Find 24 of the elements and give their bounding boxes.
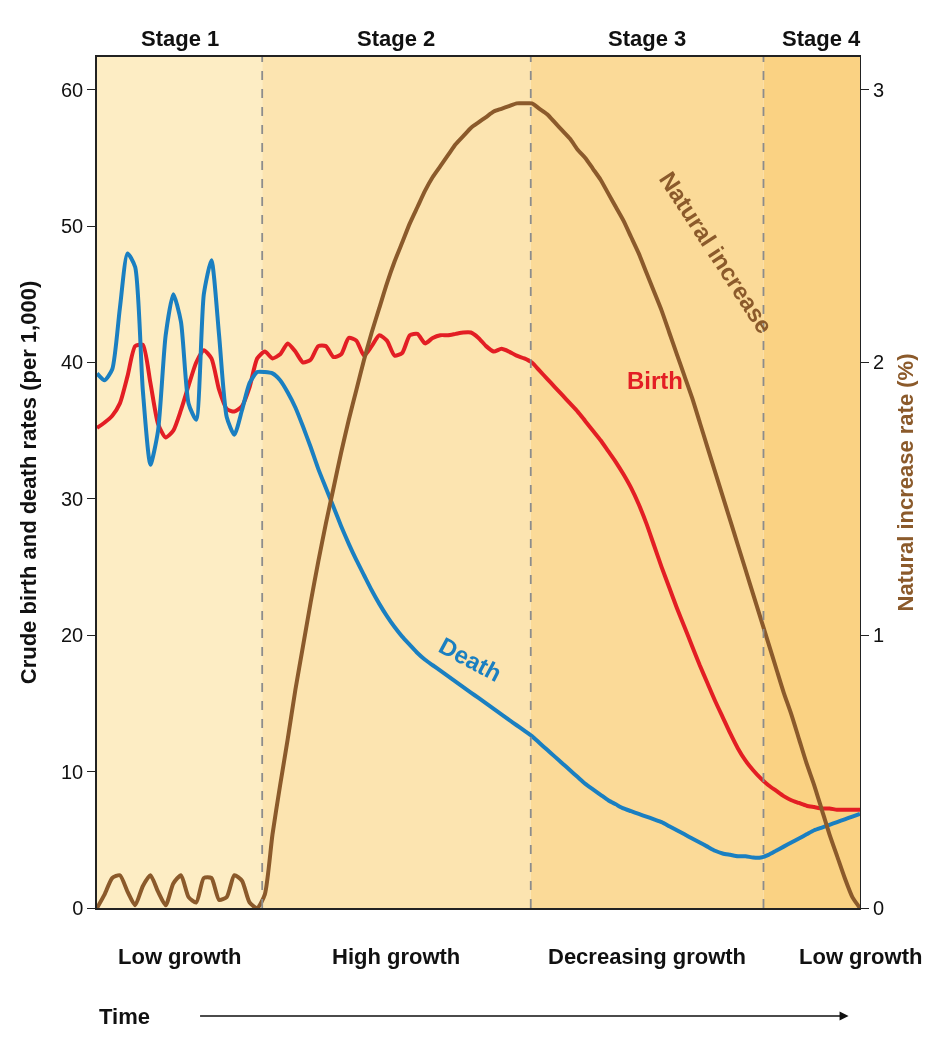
y-axis-title: Crude birth and death rates (per 1,000) (16, 280, 42, 685)
text: High growth (332, 944, 461, 969)
y2-tick-label: 2 (873, 351, 885, 374)
y-tick-label: 20 (61, 624, 84, 647)
y-tick-label: 40 (61, 351, 84, 374)
y-tick-label: 30 (61, 487, 84, 510)
y2-tick-label: 0 (873, 897, 885, 919)
y-tick-label: 10 (61, 760, 84, 783)
text: Birth (627, 367, 683, 394)
text: Stage 3 (608, 26, 687, 51)
text: Low growth (799, 944, 923, 969)
y2-tick-label: 3 (873, 78, 885, 101)
y2-tick-label: 1 (873, 624, 885, 647)
text: Stage 1 (141, 26, 220, 51)
y2-axis-title: Natural increase rate (%) (893, 353, 919, 612)
y-tick-label: 50 (61, 215, 84, 238)
text: Stage 2 (357, 26, 436, 51)
text: Decreasing growth (548, 944, 747, 969)
y-tick-label: 0 (72, 897, 84, 919)
line-series (97, 101, 860, 908)
x-axis-title: Time (99, 1004, 150, 1029)
text: Low growth (118, 944, 242, 969)
y-tick-label: 60 (61, 78, 84, 101)
text: Stage 4 (782, 26, 862, 51)
